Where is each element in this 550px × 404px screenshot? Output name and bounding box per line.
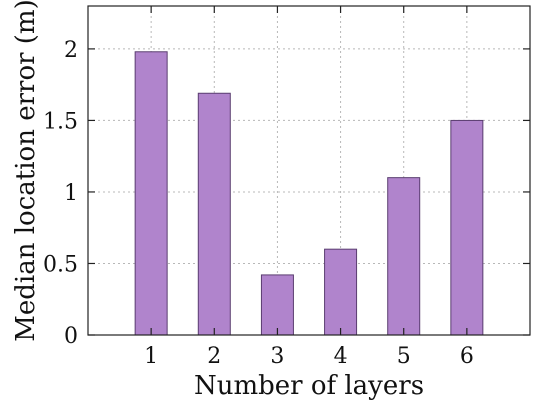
x-tick-label: 2 <box>207 344 221 369</box>
bar-2 <box>197 92 231 336</box>
x-tick-label: 5 <box>397 344 411 369</box>
x-tick-label: 1 <box>144 344 158 369</box>
y-axis-title: Median location error (m) <box>11 0 41 342</box>
plot-frame <box>87 5 531 336</box>
grid-layer <box>88 6 530 335</box>
y-tick-label: 1 <box>64 181 78 206</box>
y-tick-label: 0.5 <box>43 252 78 277</box>
y-tick-label: 0 <box>64 324 78 349</box>
bar-1 <box>134 51 168 336</box>
x-tick-label: 4 <box>334 344 348 369</box>
y-tick-label: 2 <box>64 38 78 63</box>
y-tick-label: 1.5 <box>43 109 78 134</box>
x-tick-label: 3 <box>270 344 284 369</box>
x-axis-title: Number of layers <box>194 371 424 401</box>
bar-4 <box>324 248 358 336</box>
axes-layer: 0 0.5 1 1.5 2 1 2 3 4 5 6 <box>43 5 531 369</box>
bars-layer <box>134 51 484 336</box>
bar-6 <box>450 119 484 336</box>
bar-3 <box>260 274 294 336</box>
bar-5 <box>387 177 421 336</box>
x-tick-label: 6 <box>460 344 474 369</box>
